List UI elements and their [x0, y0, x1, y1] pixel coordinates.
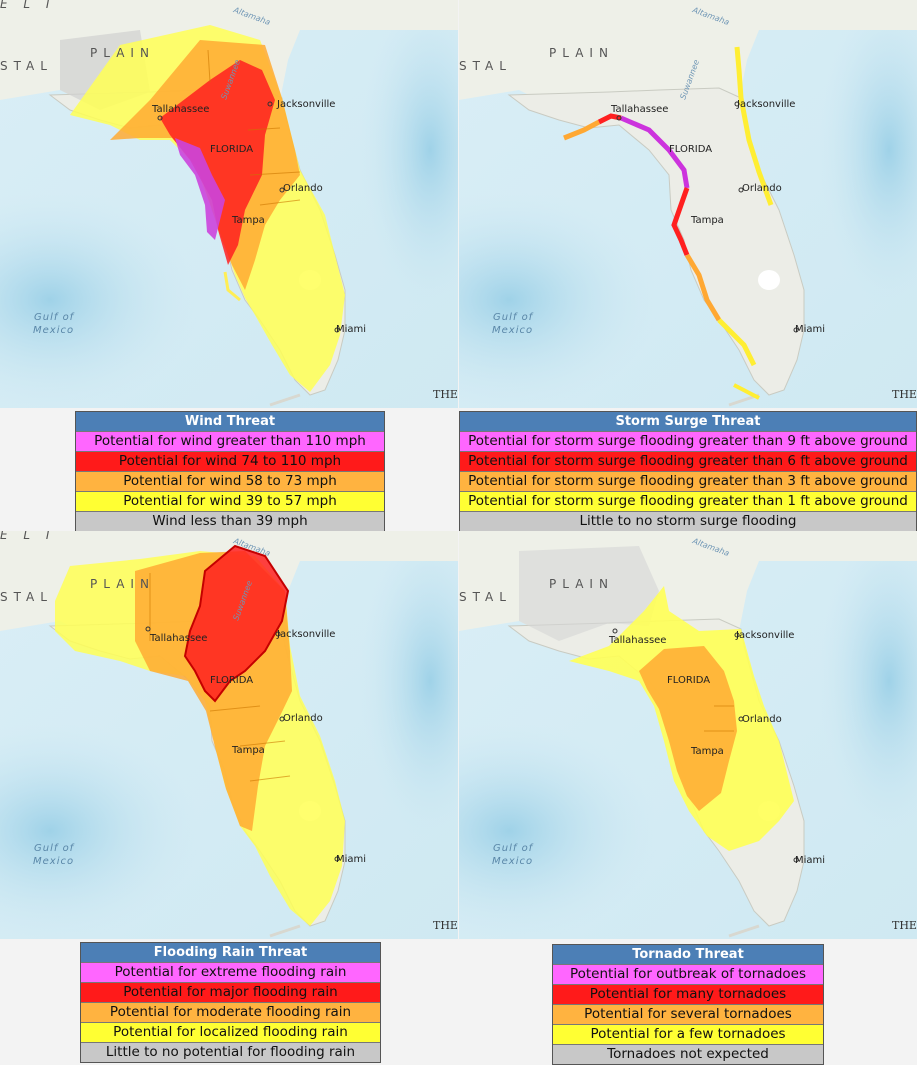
orlando-label: Orlando: [283, 713, 323, 724]
gulf-label-1: Gulf of: [34, 312, 75, 323]
tornado-threat-legend: Tornado Threat Potential for outbreak of…: [552, 944, 824, 1065]
legend-title: Storm Surge Threat: [460, 412, 916, 432]
legend-row-yellow: Potential for localized flooding rain: [81, 1023, 380, 1043]
legend-row-orange: Potential for storm surge flooding great…: [460, 472, 916, 492]
gulf-label-1: Gulf of: [493, 312, 534, 323]
top-partial-label: E L I: [0, 0, 55, 11]
legend-row-red: Potential for major flooding rain: [81, 983, 380, 1003]
legend-row-magenta: Potential for extreme flooding rain: [81, 963, 380, 983]
tampa-label: Tampa: [690, 746, 724, 757]
miami-label: Miami: [336, 324, 366, 335]
bahamas-label: THE: [892, 919, 917, 932]
gulf-label-2: Mexico: [33, 856, 74, 867]
orlando-label: Orlando: [283, 183, 323, 194]
miami-label: Miami: [795, 324, 825, 335]
tallahassee-label: Tallahassee: [149, 633, 207, 644]
legend-title: Wind Threat: [76, 412, 384, 432]
wind-threat-panel: STAL PLAIN Altamaha Suwannee Tallahassee…: [0, 0, 458, 532]
florida-label: FLORIDA: [667, 675, 710, 686]
orlando-label: Orlando: [742, 183, 782, 194]
plain-label-prefix: STAL: [0, 590, 53, 604]
legend-row-gray: Wind less than 39 mph: [76, 512, 384, 531]
tallahassee-label: Tallahassee: [610, 104, 668, 115]
flooding-rain-threat-legend: Flooding Rain Threat Potential for extre…: [80, 942, 381, 1063]
gulf-label-1: Gulf of: [493, 843, 534, 854]
tornado-threat-map: STAL PLAIN Altamaha Tallahassee Jacksonv…: [459, 531, 917, 939]
gulf-label-2: Mexico: [33, 325, 74, 336]
tallahassee-label: Tallahassee: [151, 104, 209, 115]
legend-row-gray: Little to no potential for flooding rain: [81, 1043, 380, 1062]
legend-row-red: Potential for many tornadoes: [553, 985, 823, 1005]
tampa-label: Tampa: [231, 215, 265, 226]
legend-title: Flooding Rain Threat: [81, 943, 380, 963]
gulf-label-2: Mexico: [492, 856, 533, 867]
legend-row-orange: Potential for wind 58 to 73 mph: [76, 472, 384, 492]
legend-row-magenta: Potential for wind greater than 110 mph: [76, 432, 384, 452]
gulf-label-2: Mexico: [492, 325, 533, 336]
plain-label-word: PLAIN: [90, 577, 155, 591]
florida-label: FLORIDA: [210, 675, 253, 686]
tornado-threat-panel: STAL PLAIN Altamaha Tallahassee Jacksonv…: [459, 531, 917, 1065]
tampa-label: Tampa: [690, 215, 724, 226]
bahamas-label: THE: [892, 388, 917, 401]
legend-row-red: Potential for wind 74 to 110 mph: [76, 452, 384, 472]
legend-row-orange: Potential for several tornadoes: [553, 1005, 823, 1025]
jacksonville-label: Jacksonville: [276, 629, 335, 640]
legend-row-magenta: Potential for storm surge flooding great…: [460, 432, 916, 452]
gulf-label-1: Gulf of: [34, 843, 75, 854]
plain-label-prefix: STAL: [459, 590, 512, 604]
legend-title: Tornado Threat: [553, 945, 823, 965]
jacksonville-label: Jacksonville: [735, 630, 794, 641]
legend-row-gray: Little to no storm surge flooding: [460, 512, 916, 531]
wind-threat-map: STAL PLAIN Altamaha Suwannee Tallahassee…: [0, 0, 458, 408]
legend-row-red: Potential for storm surge flooding great…: [460, 452, 916, 472]
plain-label-prefix: STAL: [0, 59, 53, 73]
top-partial-label: E L I: [0, 531, 55, 542]
bahamas-label: THE: [433, 919, 458, 932]
orlando-label: Orlando: [742, 714, 782, 725]
legend-row-gray: Tornadoes not expected: [553, 1045, 823, 1064]
plain-label-prefix: STAL: [459, 59, 512, 73]
tampa-label: Tampa: [231, 745, 265, 756]
storm-surge-threat-legend: Storm Surge Threat Potential for storm s…: [459, 411, 917, 532]
legend-row-yellow: Potential for a few tornadoes: [553, 1025, 823, 1045]
flooding-rain-threat-panel: STAL PLAIN Altamaha Suwannee Tallahassee…: [0, 531, 458, 1063]
miami-label: Miami: [336, 854, 366, 865]
bahamas-label: THE: [433, 388, 458, 401]
legend-row-yellow: Potential for storm surge flooding great…: [460, 492, 916, 512]
legend-row-yellow: Potential for wind 39 to 57 mph: [76, 492, 384, 512]
legend-row-magenta: Potential for outbreak of tornadoes: [553, 965, 823, 985]
jacksonville-label: Jacksonville: [276, 99, 335, 110]
plain-label-word: PLAIN: [549, 577, 614, 591]
plain-label-word: PLAIN: [549, 46, 614, 60]
miami-label: Miami: [795, 855, 825, 866]
storm-surge-threat-panel: STAL PLAIN Altamaha Suwannee Tallahassee…: [459, 0, 917, 532]
jacksonville-label: Jacksonville: [736, 99, 795, 110]
florida-label: FLORIDA: [210, 144, 253, 155]
storm-surge-threat-map: STAL PLAIN Altamaha Suwannee Tallahassee…: [459, 0, 917, 408]
tallahassee-label: Tallahassee: [608, 635, 666, 646]
plain-label-word: PLAIN: [90, 46, 155, 60]
legend-row-orange: Potential for moderate flooding rain: [81, 1003, 380, 1023]
wind-threat-legend: Wind Threat Potential for wind greater t…: [75, 411, 385, 532]
florida-label: FLORIDA: [669, 144, 712, 155]
flooding-rain-threat-map: STAL PLAIN Altamaha Suwannee Tallahassee…: [0, 531, 458, 939]
